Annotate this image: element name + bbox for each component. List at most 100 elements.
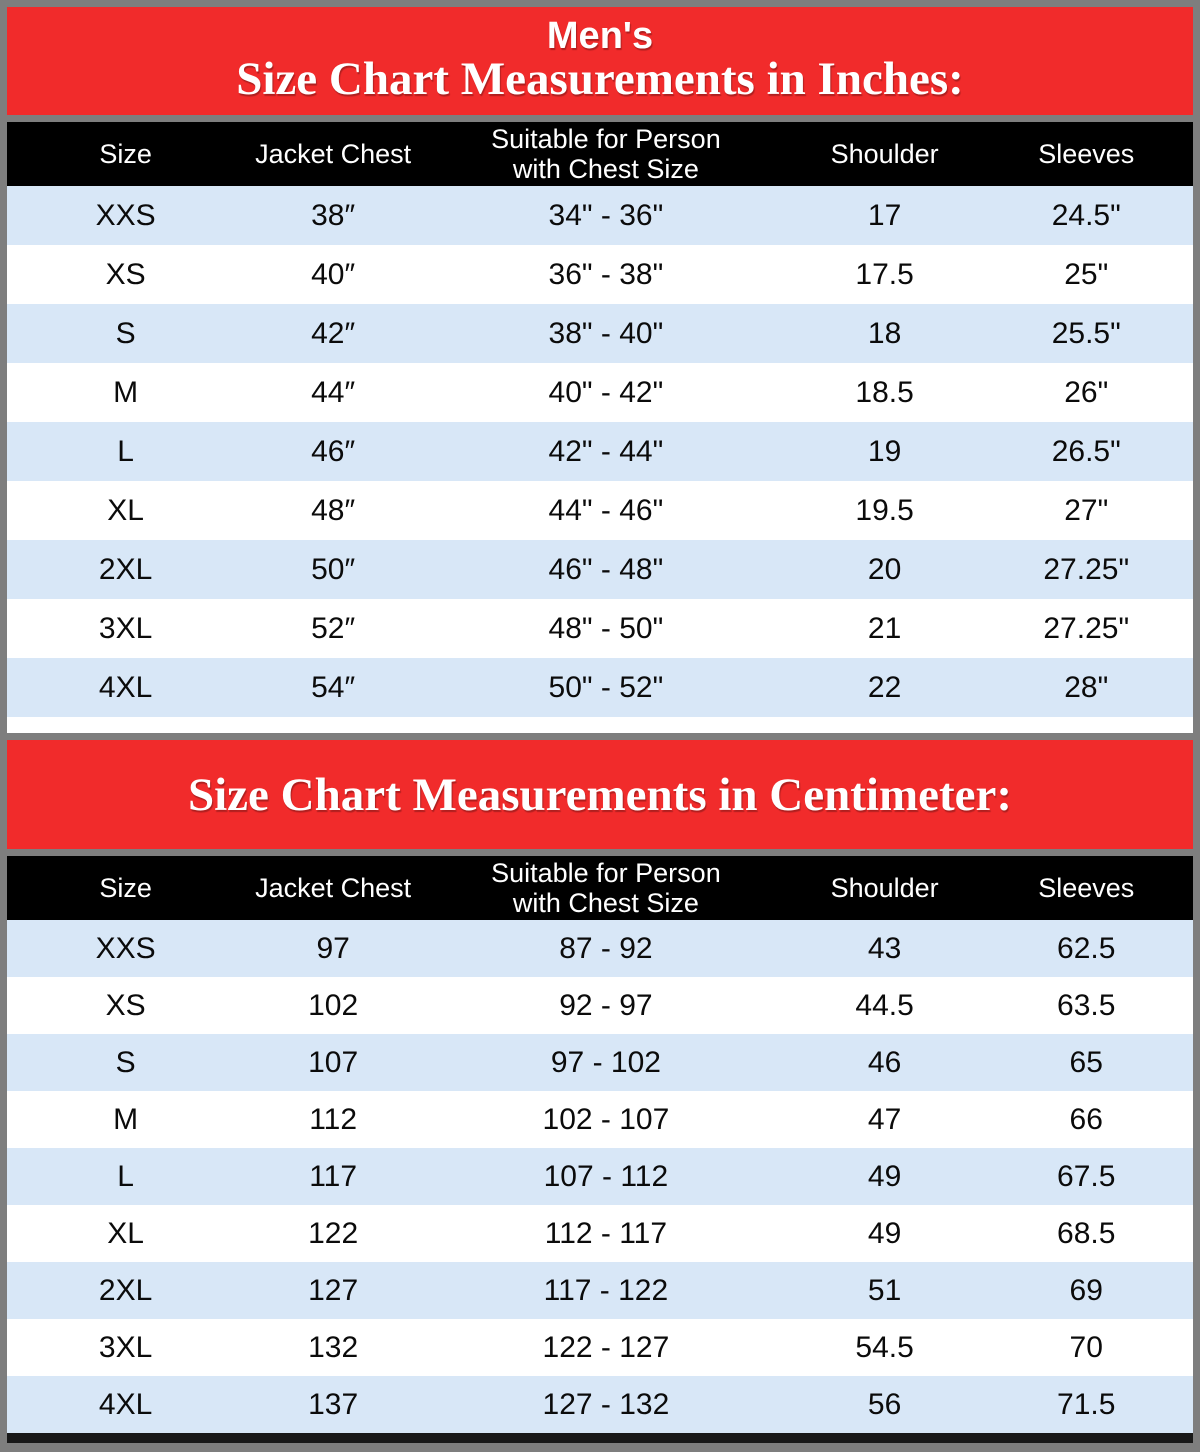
cell: 19 (867, 434, 902, 468)
column-header-jacket-chest: Jacket Chest (244, 122, 423, 186)
cell: 107 - 112 (543, 1159, 669, 1193)
cell: 112 - 117 (544, 1216, 668, 1250)
cell: 20 (867, 552, 902, 586)
cell: L (117, 1159, 134, 1193)
cell: 22 (867, 670, 902, 704)
cell: 28" (1064, 670, 1109, 704)
table-row: XL 48″ 44" - 46" 19.5 27" (7, 481, 1193, 540)
cell: XL (107, 1216, 144, 1250)
cell: 38" - 40" (548, 316, 664, 350)
cell: 25" (1064, 257, 1109, 291)
cell: 18 (867, 316, 902, 350)
table-row: M 44″ 40" - 42" 18.5 26" (7, 363, 1193, 422)
cell: 69 (1069, 1273, 1103, 1307)
cell: 42" - 44" (548, 434, 664, 468)
header-row: Size Jacket Chest Suitable for Person wi… (7, 856, 1193, 920)
cell: 102 - 107 (542, 1102, 670, 1136)
centimeter-title: Size Chart Measurements in Centimeter: (187, 768, 1012, 821)
cell: S (115, 316, 136, 350)
table-row: 3XL 132 122 - 127 54.5 70 (7, 1319, 1193, 1376)
cell: 132 (308, 1330, 359, 1364)
header-row: Size Jacket Chest Suitable for Person wi… (7, 122, 1193, 186)
cell: 38″ (311, 198, 356, 232)
cell: 54″ (311, 670, 356, 704)
cell: 50″ (311, 552, 356, 586)
cell: 97 (316, 931, 350, 965)
cell: 102 (308, 988, 359, 1022)
table-row: XXS 38″ 34" - 36" 17 24.5" (7, 186, 1193, 245)
cell: 46" - 48" (548, 552, 664, 586)
cell: 44″ (311, 375, 356, 409)
table-row: 2XL 127 117 - 122 51 69 (7, 1262, 1193, 1319)
mens-label: Men's (546, 15, 654, 57)
column-header-jacket-chest: Jacket Chest (244, 856, 423, 920)
table-row: S 107 97 - 102 46 65 (7, 1034, 1193, 1091)
cell: 49 (867, 1159, 902, 1193)
cell: 46″ (311, 434, 356, 468)
cell: 2XL (98, 552, 153, 586)
cell: 27.25" (1043, 611, 1130, 645)
table-row: L 117 107 - 112 49 67.5 (7, 1148, 1193, 1205)
cell: 56 (867, 1387, 902, 1421)
column-header-sleeves: Sleeves (979, 856, 1193, 920)
cell: 43 (867, 931, 902, 965)
cell: 24.5" (1051, 198, 1121, 232)
cell: 36" - 38" (548, 257, 664, 291)
cell: 44.5 (855, 988, 914, 1022)
cell: M (113, 1102, 139, 1136)
column-header-suitable-chest: Suitable for Person with Chest Size (422, 856, 790, 920)
cell: 47 (867, 1102, 902, 1136)
cell: 62.5 (1057, 931, 1116, 965)
table-bottom-spacer (7, 717, 1193, 733)
cell: 50" - 52" (548, 670, 664, 704)
cell: 17.5 (855, 257, 914, 291)
cell: 52″ (311, 611, 356, 645)
column-header-size: Size (7, 856, 245, 920)
cell: S (115, 1045, 136, 1079)
table-row: L 46″ 42" - 44" 19 26.5" (7, 422, 1193, 481)
cell: 63.5 (1057, 988, 1116, 1022)
cell: 26.5" (1051, 434, 1121, 468)
column-header-shoulder: Shoulder (789, 856, 980, 920)
cell: L (117, 434, 134, 468)
cell: 2XL (98, 1273, 153, 1307)
cell: 71.5 (1057, 1387, 1116, 1421)
cell: 27.25" (1043, 552, 1130, 586)
cell: 117 - 122 (543, 1273, 669, 1307)
cell: 17 (867, 198, 902, 232)
table-row: 2XL 50″ 46" - 48" 20 27.25" (7, 540, 1193, 599)
cell: 4XL (98, 670, 153, 704)
table-row: 4XL 54″ 50" - 52" 22 28" (7, 658, 1193, 717)
size-table-centimeter: Size Jacket Chest Suitable for Person wi… (7, 856, 1193, 1433)
cell: 19.5 (855, 493, 914, 527)
cell: 117 (309, 1159, 358, 1193)
inches-title: Size Chart Measurements in Inches: (236, 53, 964, 105)
cell: 42″ (311, 316, 356, 350)
cell: 48″ (311, 493, 356, 527)
cell: XXS (95, 198, 156, 232)
cell: 18.5 (855, 375, 914, 409)
table-row: M 112 102 - 107 47 66 (7, 1091, 1193, 1148)
size-table-inches: Size Jacket Chest Suitable for Person wi… (7, 122, 1193, 717)
table-row: 4XL 137 127 - 132 56 71.5 (7, 1376, 1193, 1433)
cell: 3XL (98, 1330, 153, 1364)
cell: 127 - 132 (542, 1387, 670, 1421)
bottom-black-bar (7, 1433, 1193, 1443)
cell: 48" - 50" (548, 611, 664, 645)
cell: 40″ (311, 257, 356, 291)
table-row: S 42″ 38" - 40" 18 25.5" (7, 304, 1193, 363)
cell: 112 (309, 1102, 358, 1136)
table-row: XL 122 112 - 117 49 68.5 (7, 1205, 1193, 1262)
table-row: XXS 97 87 - 92 43 62.5 (7, 920, 1193, 977)
cell: XXS (95, 931, 156, 965)
cell: 122 (308, 1216, 359, 1250)
cell: 40" - 42" (548, 375, 664, 409)
cell: XS (105, 988, 146, 1022)
column-header-sleeves: Sleeves (979, 122, 1193, 186)
cell: 26" (1064, 375, 1109, 409)
cell: 66 (1069, 1102, 1103, 1136)
cell: XS (105, 257, 146, 291)
inches-table-header: Size Jacket Chest Suitable for Person wi… (7, 122, 1193, 186)
cell: 34" - 36" (548, 198, 664, 232)
